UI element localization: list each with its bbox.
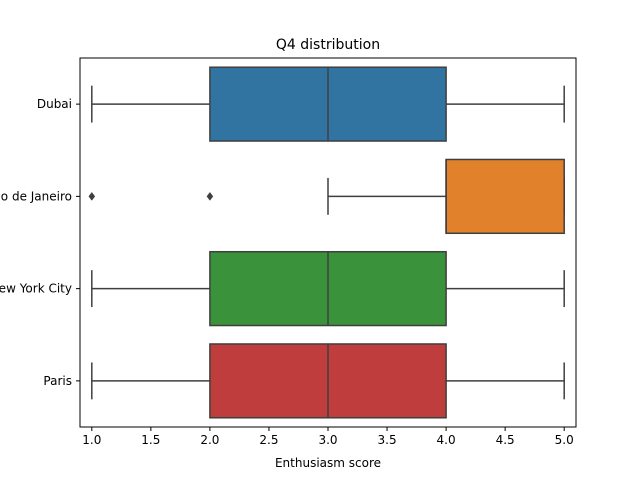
x-tick-label-0: 1.0 — [82, 433, 101, 447]
plot-area: Dubai Rio de Janeiro New York City Paris 1.0… — [0, 57, 577, 447]
x-tick-label-8: 5.0 — [555, 433, 574, 447]
outlier-rio-de-janeiro-0 — [88, 191, 96, 201]
outlier-rio-de-janeiro-1 — [206, 191, 214, 201]
chart-title: Q4 distribution — [276, 37, 380, 53]
x-tick-label-7: 4.5 — [496, 433, 515, 447]
y-tick-label-dubai: Dubai — [37, 97, 72, 111]
y-tick-label-new-york-city: New York City — [0, 282, 72, 296]
x-tick-label-5: 3.5 — [378, 433, 397, 447]
x-tick-label-1: 1.5 — [141, 433, 160, 447]
x-tick-label-3: 2.5 — [259, 433, 278, 447]
x-tick-label-4: 3.0 — [318, 433, 337, 447]
x-tick-label-2: 2.0 — [200, 433, 219, 447]
y-tick-label-rio-de-janeiro: Rio de Janeiro — [0, 189, 72, 203]
x-axis-label: Enthusiasm score — [275, 456, 381, 470]
x-tick-label-6: 4.0 — [437, 433, 456, 447]
box-rio-de-janeiro — [445, 158, 565, 235]
axes-frame — [79, 57, 577, 428]
y-tick-label-paris: Paris — [43, 374, 72, 388]
